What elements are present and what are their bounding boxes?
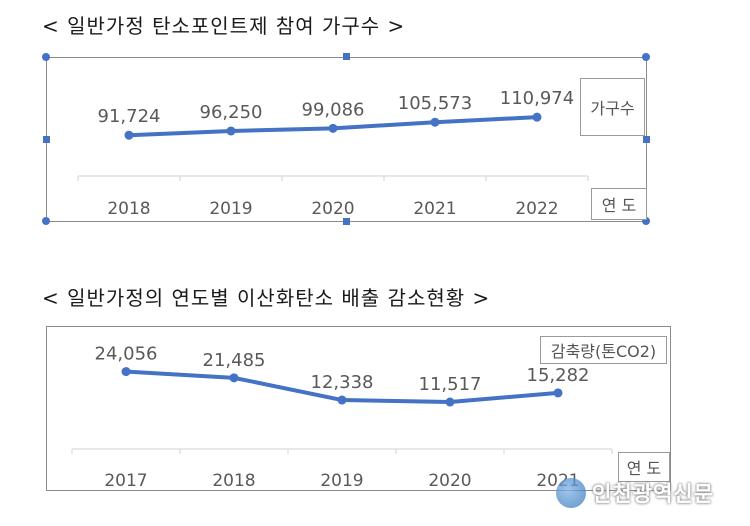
chart2-data-point (553, 388, 563, 398)
chart2-data-label: 15,282 (527, 365, 590, 386)
chart2-data-label: 24,056 (95, 344, 158, 365)
chart1-data-point (532, 112, 542, 122)
chart2-ylabel-box: 감축량(톤CO2) (540, 336, 667, 364)
chart1-xlabel-box: 연 도 (591, 188, 647, 220)
chart2-data-point (121, 367, 131, 377)
chart1-data-point (226, 126, 236, 136)
chart1-data-label: 105,573 (398, 93, 472, 114)
watermark-text: 인천광역신문 (592, 482, 714, 506)
chart1-data-label: 110,974 (500, 88, 574, 109)
chart1-data-label: 99,086 (302, 99, 365, 120)
chart1-data-point (124, 130, 134, 140)
chart1-data-point (430, 117, 440, 127)
chart1-title: < 일반가정 탄소포인트제 참여 가구수 > (42, 14, 406, 38)
chart2-data-label: 12,338 (311, 372, 374, 393)
chart2-x-tick-label: 2020 (428, 471, 471, 491)
newspaper-logo-icon (556, 478, 586, 508)
chart1-selection-handle-ml[interactable] (43, 136, 50, 143)
chart1-selection-handle-bm[interactable] (343, 218, 350, 225)
chart1-x-tick-label: 2021 (413, 199, 456, 219)
chart2-title: < 일반가정의 연도별 이산화탄소 배출 감소현황 > (42, 286, 491, 310)
chart2-x-tick-label: 2017 (104, 471, 147, 491)
chart1-selection-handle-mr[interactable] (643, 136, 650, 143)
chart1-selection-handle-br[interactable] (642, 217, 650, 225)
chart2-frame[interactable] (46, 326, 671, 491)
chart1-data-point (328, 123, 338, 133)
chart1-selection-handle-tr[interactable] (642, 53, 650, 61)
chart1-data-label: 91,724 (98, 106, 161, 127)
chart1-x-tick-label: 2018 (107, 199, 150, 219)
chart1-x-tick-label: 2020 (311, 199, 354, 219)
chart2-data-point (229, 373, 239, 383)
chart1-selection-handle-tm[interactable] (343, 53, 350, 60)
chart2-data-point (337, 395, 347, 405)
chart1-x-tick-label: 2022 (515, 199, 558, 219)
chart2-xlabel-box: 연 도 (618, 452, 670, 482)
chart1-selection-handle-tl[interactable] (42, 53, 50, 61)
chart2-x-tick-label: 2019 (320, 471, 363, 491)
chart2-data-label: 21,485 (203, 350, 266, 371)
chart2-data-label: 11,517 (419, 374, 482, 395)
chart1-x-tick-label: 2019 (209, 199, 252, 219)
chart1-ylabel-box: 가구수 (580, 78, 645, 136)
chart1-selection-handle-bl[interactable] (42, 217, 50, 225)
chart1-data-label: 96,250 (200, 102, 263, 123)
chart2-x-tick-label: 2018 (212, 471, 255, 491)
chart2-data-point (445, 397, 455, 407)
watermark: 인천광역신문 (556, 478, 714, 508)
